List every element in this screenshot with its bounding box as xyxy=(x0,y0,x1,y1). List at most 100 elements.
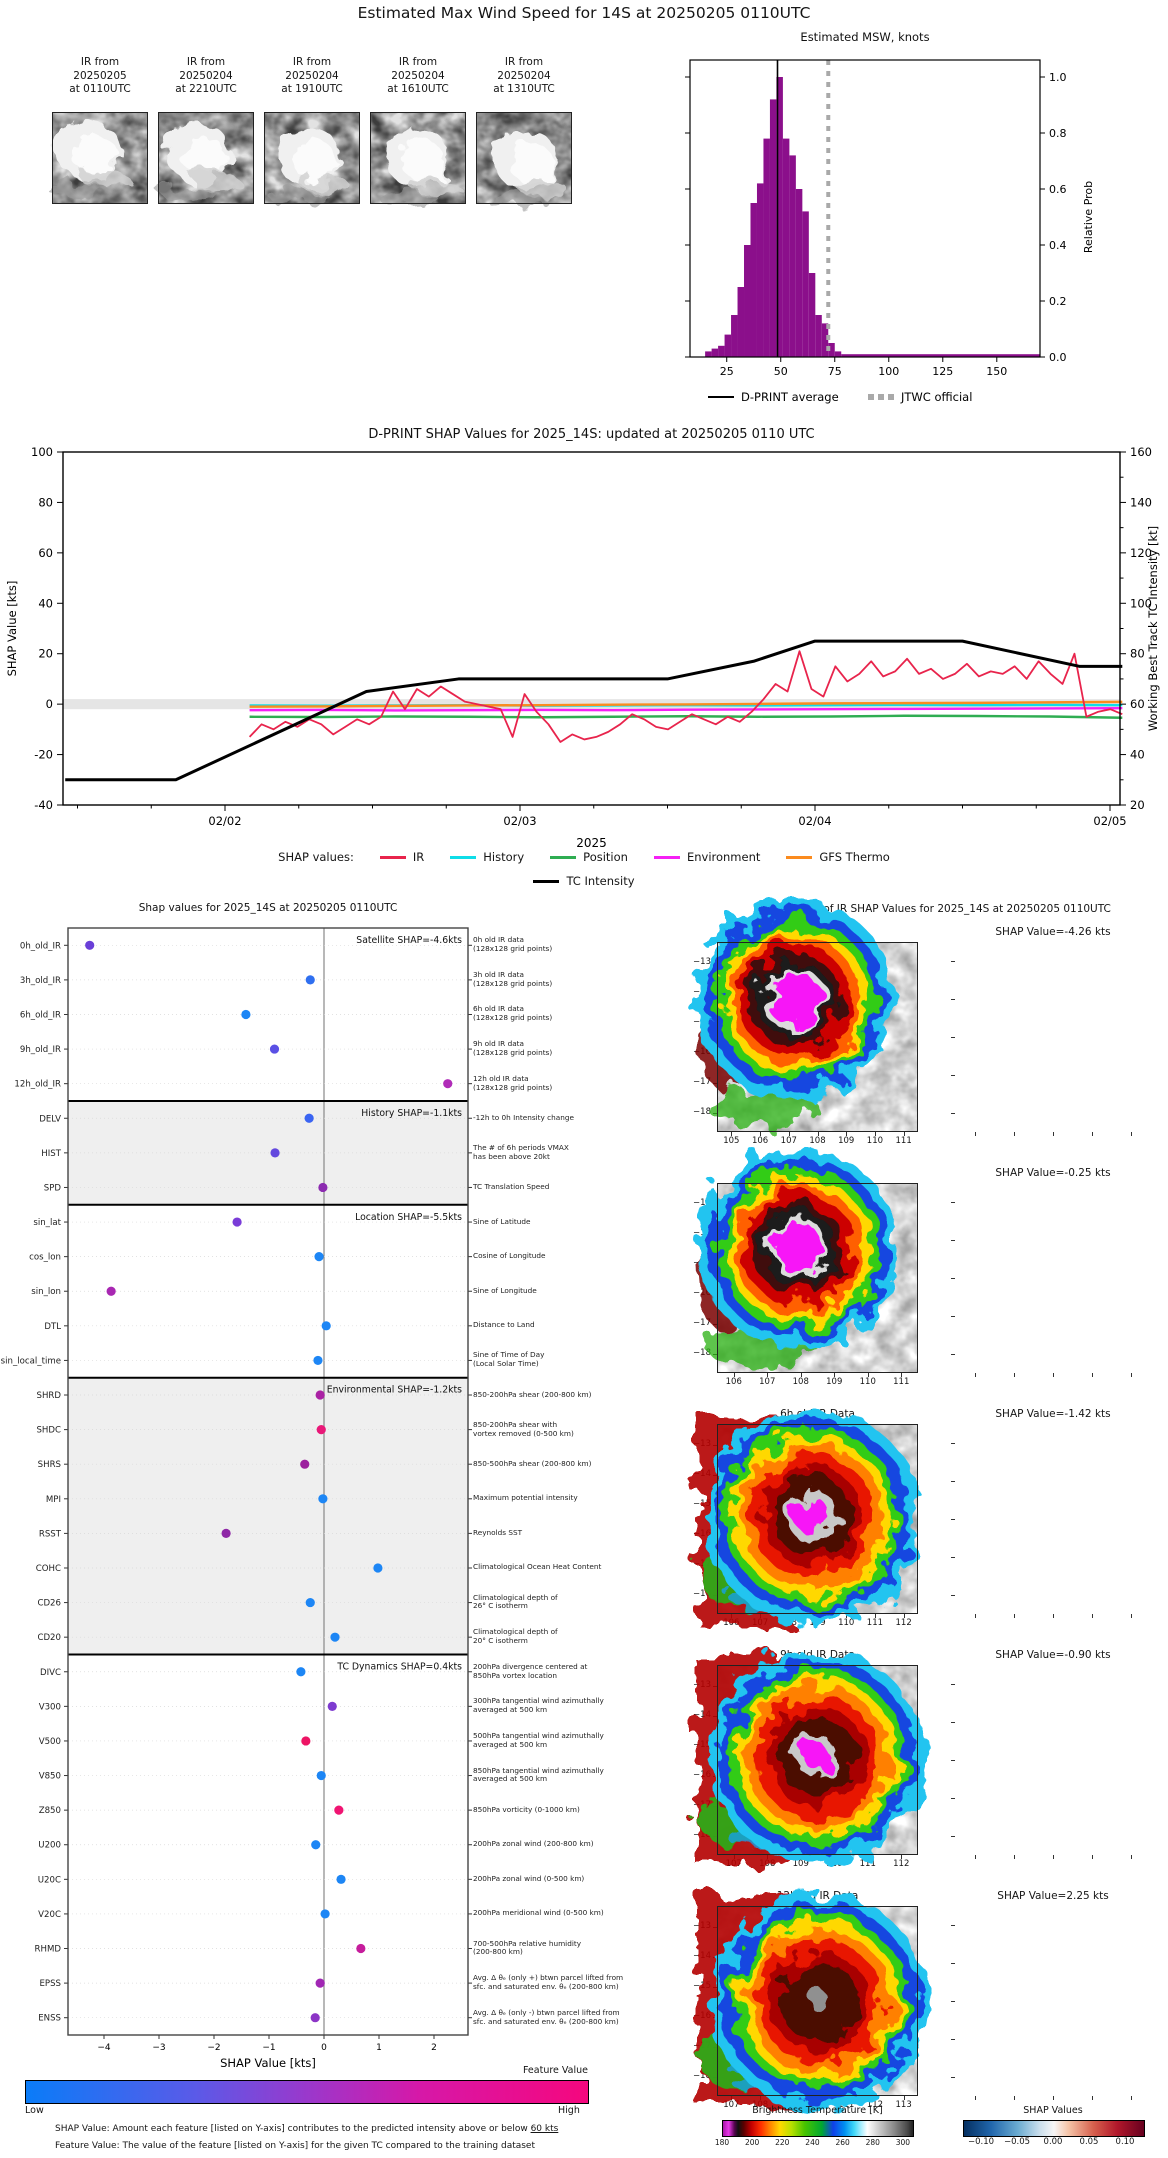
histogram-bar xyxy=(718,345,725,357)
x-tick-label: 50 xyxy=(774,365,788,378)
legend-dotted-swatch xyxy=(888,394,894,400)
lon-tick-label: 108 xyxy=(792,1377,809,1387)
x-tick-label: 125 xyxy=(932,365,953,378)
lon-tick xyxy=(874,1132,876,1136)
legend-label: TC Intensity xyxy=(566,874,635,888)
legend-item: Position xyxy=(550,850,628,864)
y-tick-label: 0 xyxy=(46,697,53,711)
x-tick-label: 150 xyxy=(986,365,1007,378)
lat-tick-label: −18 xyxy=(693,1107,711,1117)
timeseries-ylabel-right: Working Best Track TC Intensity [kt] xyxy=(1146,526,1160,731)
feature-annotation: 3h old IR data (128x128 grid points) xyxy=(473,969,553,988)
feature-name-label: HIST xyxy=(41,1149,61,1159)
feature-annotation: Reynolds SST xyxy=(473,1527,523,1537)
feature-annotation: 0h old IR data (128x128 grid points) xyxy=(473,935,553,954)
colorbar-high-label: High xyxy=(558,2105,580,2116)
lon-tick-label: 112 xyxy=(893,1859,910,1869)
shap-map-tick xyxy=(951,1722,955,1723)
shap-map-tick xyxy=(951,1836,955,1837)
legend-swatch xyxy=(450,856,477,859)
shap-map-tick xyxy=(951,1037,955,1038)
feature-name-label: 0h_old_IR xyxy=(20,941,61,951)
feature-dot xyxy=(304,1113,314,1123)
series-ir xyxy=(248,650,1123,743)
lon-tick xyxy=(867,1373,869,1377)
lat-tick-label: −18 xyxy=(693,1348,711,1358)
feature-name-label: DELV xyxy=(39,1114,61,1124)
y-tick-label: 100 xyxy=(1130,596,1152,610)
series-gfs-thermo xyxy=(249,700,1123,708)
lon-tick xyxy=(800,1373,802,1377)
lon-tick-label: 106 xyxy=(725,1377,742,1387)
lon-tick xyxy=(867,1855,869,1859)
lon-tick-label: 105 xyxy=(723,1136,740,1146)
legend-swatch xyxy=(653,856,680,859)
y-tick-label: 1.0 xyxy=(1049,71,1067,84)
feature-dot xyxy=(305,1597,315,1608)
histogram-bar xyxy=(776,77,783,357)
y-tick-label: 20 xyxy=(1130,798,1145,812)
shap-timeseries-chart: D-PRINT SHAP Values for 2025_14S: update… xyxy=(5,427,1160,850)
lon-tick xyxy=(731,1132,733,1136)
x-tick-label: 02/04 xyxy=(798,814,831,828)
ir-thumbnail-image xyxy=(48,112,148,204)
ir-thumbnail-image xyxy=(264,112,360,204)
shap-map-tick xyxy=(951,1443,955,1444)
y-tick-label: 60 xyxy=(1130,697,1145,711)
lon-tick-label: 109 xyxy=(792,1859,809,1869)
histogram-frame xyxy=(689,59,1041,358)
feature-name-label: 12h_old_IR xyxy=(14,1080,61,1090)
feature-panel-frame xyxy=(67,927,469,2036)
feature-annotation: 12h old IR data (128x128 grid points) xyxy=(473,1073,553,1092)
feature-name-label: Z850 xyxy=(39,1806,61,1816)
shap-map-tick xyxy=(951,1240,955,1241)
lon-tick-label: 107 xyxy=(759,1377,776,1387)
y-tick-label: 140 xyxy=(1130,495,1152,509)
lon-tick-label: 111 xyxy=(895,1136,912,1146)
feature-name-label: DIVC xyxy=(40,1668,61,1678)
feature-name-label: 6h_old_IR xyxy=(20,1010,61,1020)
timeseries-ylabel-left: SHAP Value [kts] xyxy=(5,581,19,677)
lon-tick xyxy=(903,1132,905,1136)
feature-dot xyxy=(315,1390,325,1400)
shap-map-tick xyxy=(1053,1855,1054,1859)
lon-tick-label: 111 xyxy=(859,1859,876,1869)
bt-colorbar-label: Brightness Temperature [K] xyxy=(752,2105,883,2116)
feature-annotation: 200hPa zonal wind (0-500 km) xyxy=(473,1873,585,1883)
lon-tick xyxy=(817,1132,819,1136)
feature-annotation: 6h old IR data (128x128 grid points) xyxy=(473,1004,553,1023)
histogram-bar xyxy=(815,315,822,357)
feature-annotation: 200hPa divergence centered at 850hPa vor… xyxy=(473,1661,588,1680)
feature-annotation: The # of 6h periods VMAX has been above … xyxy=(473,1142,569,1161)
lon-tick-label: 111 xyxy=(893,1377,910,1387)
shap-map-tick xyxy=(1092,1132,1094,1136)
shap-map-tick xyxy=(951,2001,955,2002)
x-tick-label: 0 xyxy=(321,2043,327,2053)
feature-annotation: Climatological depth of 26° C isotherm xyxy=(473,1592,558,1611)
ir-data-image xyxy=(697,1894,928,2110)
feature-name-label: COHC xyxy=(36,1564,61,1574)
lon-tick xyxy=(874,1614,876,1618)
feature-name-label: CD26 xyxy=(37,1599,61,1609)
legend-item: IR xyxy=(379,850,424,864)
lat-tick-label: −13 xyxy=(693,1198,711,1208)
histogram-bar xyxy=(789,155,796,357)
ir-thumbnail-label: IR from 20250204 at 1910UTC xyxy=(281,56,343,95)
y-tick-label: 100 xyxy=(31,445,53,459)
lon-tick xyxy=(760,1132,762,1136)
shap-map-tick xyxy=(1053,1614,1054,1618)
feature-dot xyxy=(311,1840,321,1850)
bt-tick-label: 220 xyxy=(775,2138,790,2147)
feature-dot xyxy=(315,1978,325,1988)
y-tick-label: 0.0 xyxy=(1049,351,1067,364)
shap-map-tick xyxy=(951,999,955,1000)
shap-map-tick xyxy=(951,1595,955,1596)
section-shading xyxy=(68,1377,468,1655)
y-tick-label: 0.2 xyxy=(1049,295,1067,308)
feature-dot xyxy=(330,1632,340,1642)
feature-dot xyxy=(221,1528,231,1538)
feature-dot xyxy=(373,1563,383,1573)
histogram-bar xyxy=(763,138,770,357)
feature-name-label: sin_lon xyxy=(31,1287,61,1297)
legend-dotted-swatch xyxy=(868,394,874,400)
